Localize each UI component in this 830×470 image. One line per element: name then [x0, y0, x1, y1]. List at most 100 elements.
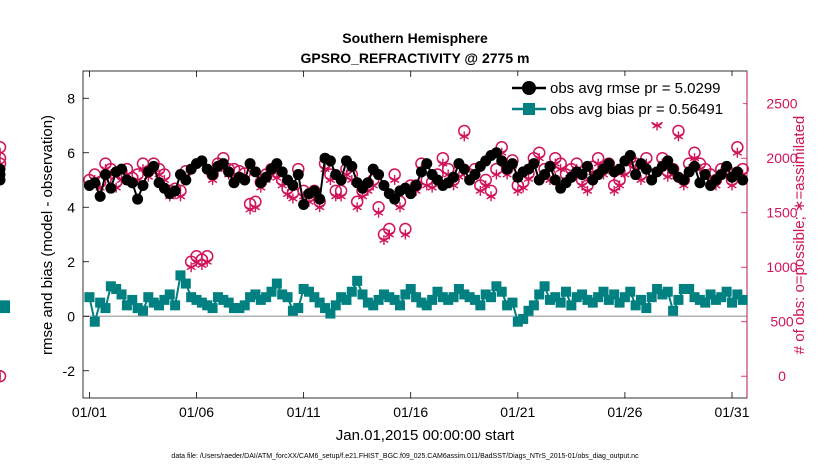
rmse-point	[116, 163, 128, 175]
x-tick-label: 01/26	[607, 404, 642, 420]
y-tick-label: -2	[63, 363, 76, 379]
obs-assimilated-point	[475, 185, 486, 196]
obs-assimilated-point	[663, 171, 673, 182]
bias-point	[89, 316, 100, 327]
bias-point	[646, 292, 657, 303]
asterisk-stroke	[245, 206, 255, 213]
y-right-tick-label: 1000	[766, 259, 797, 275]
bias-point	[496, 286, 507, 297]
rmse-point	[346, 160, 358, 172]
asterisk-stroke	[614, 182, 625, 189]
rmse-point	[421, 158, 433, 170]
asterisk-stroke	[336, 193, 346, 200]
obs-assimilated-point	[202, 256, 212, 267]
rmse-point	[667, 163, 679, 175]
bias-point	[368, 300, 379, 311]
bias-point	[191, 294, 202, 305]
bias-point	[245, 292, 256, 303]
obs-assimilated-point	[486, 191, 496, 202]
rmse-point	[287, 179, 299, 191]
asterisk-stroke	[357, 193, 368, 200]
y-axis-label: rmse and bias (model - observation)	[39, 115, 56, 355]
obs-possible-point	[0, 369, 7, 383]
bias-point	[678, 284, 689, 294]
y-tick-label: 6	[67, 145, 75, 161]
bias-point	[432, 286, 443, 297]
rmse-point	[678, 174, 690, 186]
bias-point	[710, 294, 721, 305]
rmse-series	[0, 147, 749, 211]
obs-assimilated-point	[384, 229, 394, 240]
rmse-point	[298, 199, 310, 211]
asterisk-stroke	[577, 182, 587, 189]
obs-assimilated-point	[336, 191, 346, 202]
x-axis: 01/01 01/06 01/11 01/16 01/21 01/26 01/31	[72, 71, 750, 420]
asterisk-stroke	[352, 204, 362, 211]
rmse-point	[549, 174, 561, 186]
bias-point	[459, 289, 470, 300]
bias-point	[121, 300, 132, 311]
bias-point	[389, 294, 400, 305]
y-right-tick-label: 500	[770, 314, 794, 330]
obs-assimilated-point	[250, 202, 261, 213]
bias-point	[143, 292, 154, 303]
bias-point	[662, 286, 673, 297]
rmse-point	[239, 174, 251, 186]
bias-point	[293, 303, 304, 314]
bias-point	[486, 292, 497, 303]
bias-point	[175, 270, 186, 281]
bias-point	[95, 297, 106, 308]
obs-possible-point	[0, 157, 7, 170]
bias-point	[512, 316, 523, 327]
asterisk-stroke	[518, 184, 528, 191]
bias-point	[625, 286, 636, 297]
bias-point	[378, 289, 389, 300]
bias-point	[298, 284, 309, 294]
bias-point	[261, 292, 272, 303]
asterisk-stroke	[636, 176, 646, 184]
rmse-point	[458, 163, 470, 175]
bias-point	[314, 297, 325, 308]
bias-point	[400, 289, 411, 300]
bias-point	[287, 305, 298, 316]
bias-point	[705, 289, 716, 300]
bias-point	[170, 300, 181, 311]
y-tick-label: 0	[67, 308, 75, 324]
rmse-point	[603, 158, 615, 170]
asterisk-stroke	[732, 149, 743, 156]
rmse-point	[217, 158, 229, 170]
bias-point	[732, 289, 743, 300]
bias-point	[234, 303, 245, 314]
asterisk-stroke	[427, 184, 437, 191]
rmse-point	[169, 185, 181, 197]
rmse-point	[260, 171, 272, 183]
bias-point	[652, 284, 663, 294]
obs-assimilated-point	[282, 189, 293, 200]
bias-point	[694, 294, 705, 305]
y-right-tick-label: 1500	[766, 205, 797, 221]
asterisk-stroke	[288, 195, 298, 202]
bias-point	[635, 294, 646, 305]
asterisk-stroke	[186, 264, 196, 271]
obs-assimilated-point	[582, 185, 593, 196]
asterisk-stroke	[475, 187, 486, 195]
bias-point	[544, 294, 555, 305]
bias-point	[137, 305, 148, 316]
y-axis-label-right: # of obs: o=possible; ∗=assimilated	[791, 116, 808, 355]
data-file-footnote: data file: /Users/raeder/DAI/ATM_forcXX/…	[171, 453, 639, 460]
bias-point	[207, 303, 218, 314]
bias-point	[373, 294, 384, 305]
bias-point	[561, 286, 572, 297]
obs-assimilated-point	[389, 175, 400, 185]
rmse-point	[448, 171, 460, 183]
obs-assimilated-point	[577, 180, 587, 191]
bias-point	[453, 284, 464, 294]
obs-assimilated-point	[614, 180, 625, 191]
bias-point	[223, 297, 234, 308]
bias-point	[673, 294, 684, 305]
obs-assimilated-point	[673, 131, 684, 142]
bias-point	[250, 289, 261, 300]
bias-point	[566, 300, 577, 311]
asterisk-stroke	[202, 258, 212, 265]
